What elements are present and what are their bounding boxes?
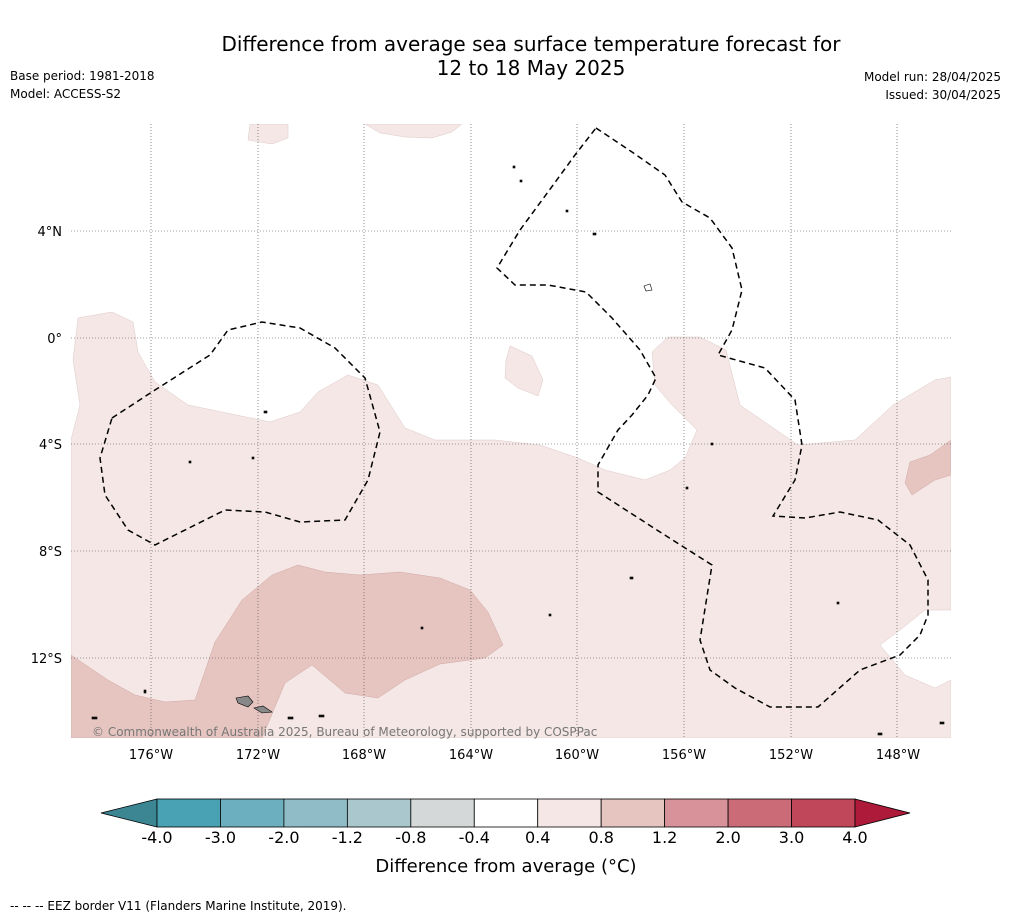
colorbar-swatch	[473, 798, 539, 828]
colorbar-swatch	[791, 798, 856, 828]
base-period: Base period: 1981-2018	[10, 69, 155, 83]
lon-label-160w: 160°W	[555, 748, 599, 763]
colorbar-tick-label: 0.4	[524, 828, 551, 847]
anomaly-region-0.8-1.2	[71, 564, 504, 738]
islet	[836, 601, 840, 605]
colorbar-under-arrow	[100, 798, 158, 828]
longitude-labels: 176°W 172°W 168°W 164°W 160°W 156°W 152°…	[129, 748, 920, 763]
islands	[91, 165, 945, 736]
eez-borders	[99, 126, 929, 708]
copyright-notice: © Commonwealth of Australia 2025, Bureau…	[92, 725, 597, 739]
colorbar-tick-label: 0.8	[588, 828, 614, 847]
map-title: Difference from average sea surface temp…	[0, 32, 1011, 80]
eez-border-tokelau	[99, 321, 381, 546]
colorbar-swatch	[537, 798, 602, 828]
colorbar-swatch	[220, 798, 285, 828]
model-run: Model run: 28/04/2025	[863, 70, 1001, 84]
issued-date: Issued: 30/04/2025	[885, 88, 1001, 102]
lat-label-4s: 4°S	[39, 438, 62, 453]
anomaly-patch-north-1	[247, 124, 289, 145]
lon-label-152w: 152°W	[769, 748, 813, 763]
colorbar-tick-label: 2.0	[715, 828, 741, 847]
kiritimati-atoll	[643, 283, 653, 292]
islet	[629, 576, 634, 580]
lat-label-8s: 8°S	[39, 545, 62, 560]
samoa-island-1	[235, 695, 254, 708]
islet	[877, 732, 883, 736]
anomaly-patch-east	[904, 439, 951, 496]
lon-label-168w: 168°W	[342, 748, 386, 763]
colorbar-swatch	[156, 798, 221, 828]
title-line-2: 12 to 18 May 2025	[436, 56, 626, 80]
anomaly-patch-equator	[504, 345, 544, 397]
islet	[939, 721, 945, 725]
islet	[565, 209, 569, 213]
lat-label-4n: 4°N	[38, 225, 63, 240]
model-name: Model: ACCESS-S2	[10, 87, 122, 101]
colorbar-tick-label: 3.0	[778, 828, 805, 847]
islet	[318, 714, 325, 718]
islet	[420, 626, 424, 630]
islet	[548, 613, 552, 617]
colorbar-tick-label: -3.0	[204, 828, 237, 847]
samoa-island-2	[253, 705, 273, 714]
meta-left: Base period: 1981-2018 Model: ACCESS-S2	[10, 67, 155, 103]
islet	[685, 486, 689, 490]
colorbar-over-arrow	[854, 798, 911, 828]
lon-label-156w: 156°W	[662, 748, 706, 763]
islet	[519, 179, 523, 183]
islet	[251, 456, 255, 460]
lon-label-148w: 148°W	[876, 748, 920, 763]
lon-label-164w: 164°W	[449, 748, 493, 763]
eez-border-line-islands	[496, 126, 929, 708]
eez-footnote: -- -- -- EEZ border V11 (Flanders Marine…	[10, 899, 347, 913]
colorbar-swatch	[664, 798, 729, 828]
islet	[710, 442, 714, 446]
islet	[512, 165, 516, 169]
lon-label-172w: 172°W	[236, 748, 280, 763]
colorbar-tick-label: -4.0	[141, 828, 173, 847]
islet	[91, 716, 98, 720]
colorbar-swatch	[410, 798, 475, 828]
latitude-labels: 4°N 0° 4°S 8°S 12°S	[31, 225, 62, 667]
lat-label-0: 0°	[47, 332, 62, 347]
lat-label-12s: 12°S	[31, 652, 62, 667]
islet	[143, 689, 147, 694]
lon-label-176w: 176°W	[129, 748, 173, 763]
colorbar-swatch	[727, 798, 792, 828]
colorbar-title: Difference from average (°C)	[375, 856, 637, 877]
meta-right: Model run: 28/04/2025 Issued: 30/04/2025	[864, 68, 1001, 104]
graticule	[71, 124, 951, 738]
anomaly-patch-north-2	[364, 124, 463, 139]
islet	[287, 716, 294, 720]
colorbar	[100, 798, 911, 828]
colorbar-tick-label: -0.4	[458, 828, 490, 847]
islet	[263, 410, 268, 414]
islet	[188, 460, 192, 464]
anomaly-field	[71, 124, 951, 738]
colorbar-swatch	[346, 798, 412, 828]
colorbar-swatch	[283, 798, 348, 828]
colorbar-tick-label: -1.2	[331, 828, 363, 847]
title-line-1: Difference from average sea surface temp…	[221, 32, 841, 56]
islet	[592, 232, 597, 236]
colorbar-tick-label: -2.0	[268, 828, 300, 847]
colorbar-swatch	[600, 798, 666, 828]
colorbar-tick-label: -0.8	[395, 828, 427, 847]
colorbar-tick-label: 4.0	[842, 828, 868, 847]
colorbar-tick-label: 1.2	[651, 828, 678, 847]
